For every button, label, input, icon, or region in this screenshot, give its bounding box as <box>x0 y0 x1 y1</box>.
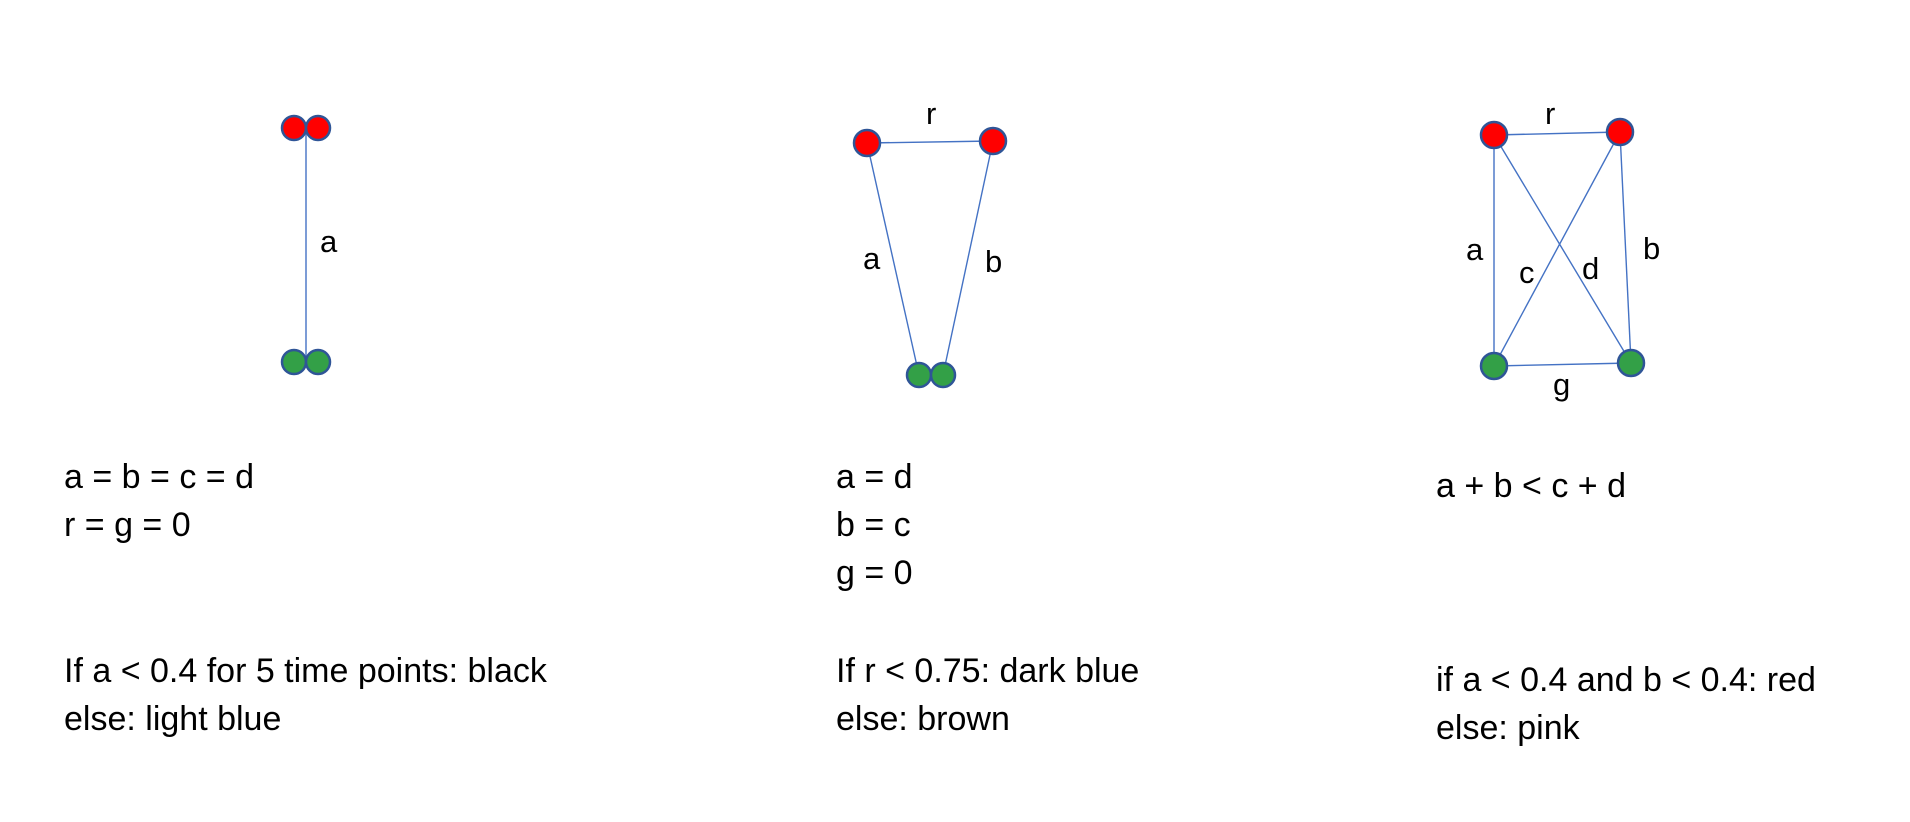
edge-g <box>1493 362 1632 367</box>
green-node <box>280 348 308 376</box>
red-node <box>852 128 882 158</box>
condition-line: a = b = c = d <box>64 458 254 496</box>
panel-1-rule: If a < 0.4 for 5 time points: black else… <box>64 647 547 743</box>
red-node <box>978 126 1008 156</box>
rule-line: If a < 0.4 for 5 time points: black <box>64 652 547 690</box>
edge-label-a: a <box>1466 232 1484 267</box>
panel-2-rule: If r < 0.75: dark blue else: brown <box>836 647 1139 743</box>
edge-label-b: b <box>985 244 1002 279</box>
condition-line: r = g = 0 <box>64 506 191 544</box>
edge-r <box>866 140 994 144</box>
rule-line: if a < 0.4 and b < 0.4: red <box>1436 661 1816 699</box>
condition-line: a + b < c + d <box>1436 467 1626 505</box>
edge-label-a: a <box>863 241 881 276</box>
red-node <box>280 114 308 142</box>
rule-line: If r < 0.75: dark blue <box>836 652 1140 690</box>
edge-label-d: d <box>1582 251 1599 286</box>
panel-1-graph: a <box>280 114 338 376</box>
green-node <box>929 361 957 389</box>
green-node <box>905 361 933 389</box>
panel-3-graph: r a c d b g <box>1466 96 1660 402</box>
edge-label-a: a <box>320 224 338 259</box>
green-node <box>1616 348 1646 378</box>
edge-label-c: c <box>1519 255 1535 290</box>
rule-line: else: pink <box>1436 709 1580 747</box>
panel-2-graph: r a b <box>852 96 1008 389</box>
condition-line: g = 0 <box>836 554 913 592</box>
panel-3-conditions: a + b < c + d <box>1436 462 1626 510</box>
panel-3-rule: if a < 0.4 and b < 0.4: red else: pink <box>1436 656 1816 752</box>
edge-b <box>1619 131 1632 364</box>
panel-2-conditions: a = d b = c g = 0 <box>836 453 913 597</box>
edge-label-r: r <box>926 96 936 131</box>
edge-label-b: b <box>1643 231 1660 266</box>
green-node <box>1479 351 1509 381</box>
red-node <box>304 114 332 142</box>
red-node <box>1479 120 1509 150</box>
red-node <box>1605 117 1635 147</box>
edge-d <box>1493 134 1632 364</box>
panel-1-conditions: a = b = c = d r = g = 0 <box>64 453 254 549</box>
edge-a <box>866 142 920 376</box>
edge-label-r: r <box>1545 96 1555 131</box>
condition-line: a = d <box>836 458 913 496</box>
edge-c <box>1493 131 1621 367</box>
rule-line: else: brown <box>836 700 1010 738</box>
edge-r <box>1493 131 1621 136</box>
rule-line: else: light blue <box>64 700 282 738</box>
condition-line: b = c <box>836 506 911 544</box>
green-node <box>304 348 332 376</box>
edge-b <box>942 140 994 376</box>
edge-label-g: g <box>1553 367 1570 402</box>
